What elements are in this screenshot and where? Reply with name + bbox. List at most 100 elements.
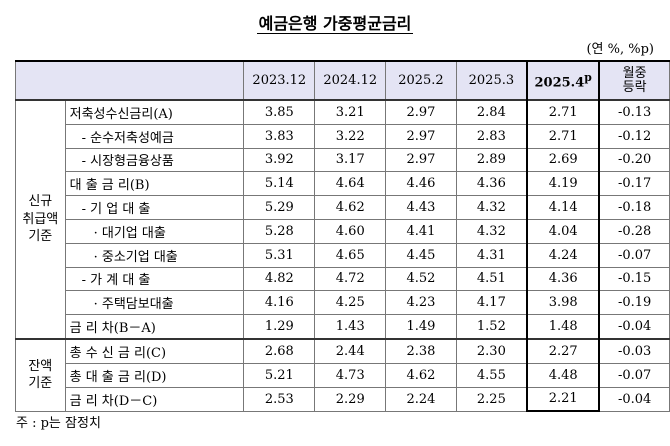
value-cell: 2.89	[455, 147, 528, 173]
change-header-line: 등락	[622, 79, 647, 95]
row-label: · 주택담보대출	[64, 290, 245, 316]
unit: (연 %, %p)	[586, 42, 654, 57]
value-cell: 4.73	[314, 362, 387, 388]
data-row: - 기 업 대 출 5.29 4.62 4.43 4.32 4.14 -0.18	[16, 195, 670, 220]
value-cell: 4.62	[314, 195, 387, 220]
row-label: 총 대 출 금 리(D)	[64, 362, 245, 388]
value-cell: 2.97	[385, 147, 457, 173]
data-row: 총 대 출 금 리(D) 5.21 4.73 4.62 4.55 4.48 -0.07	[16, 362, 670, 388]
value-cell: 2.38	[385, 337, 457, 364]
value-cell: 4.23	[385, 290, 457, 316]
value-cell: -0.15	[598, 266, 670, 292]
value-cell: 4.04	[526, 218, 601, 244]
title-box: 예금은행 가중평균금리	[0, 10, 670, 34]
column-header: 2025.2	[385, 60, 457, 101]
value-cell: -0.04	[598, 314, 670, 340]
column-header: 2023.12	[243, 60, 316, 101]
row-label: 금 리 차(D－C)	[64, 386, 245, 412]
value-cell: 5.31	[243, 242, 316, 268]
value-cell: 5.28	[243, 218, 316, 244]
row-label: 금 리 차(B－A)	[64, 314, 245, 340]
rate-table: 2023.12 2024.12 2025.2 2025.3 2025.4p 월중 등락 신규 취…	[14, 60, 670, 413]
value-cell: 1.29	[243, 314, 316, 340]
value-cell: 4.65	[314, 242, 387, 268]
data-row: 금 리 차(B－A) 1.29 1.43 1.49 1.52 1.48 -0.04	[16, 314, 670, 340]
group-label-line: 취급액	[22, 211, 59, 227]
value-cell: 2.24	[385, 386, 457, 412]
column-header: 2025.3	[455, 60, 528, 101]
value-cell: 2.71	[526, 123, 601, 149]
value-cell: 2.44	[314, 337, 387, 364]
value-cell: 4.41	[385, 218, 457, 244]
value-cell: 2.21	[526, 386, 601, 413]
row-label: - 기 업 대 출	[64, 195, 245, 220]
value-cell: 2.53	[243, 386, 316, 412]
column-header: 2024.12	[314, 60, 387, 101]
value-cell: 4.24	[526, 242, 601, 268]
value-cell: 4.43	[385, 195, 457, 220]
column-header-text: 2025.4	[534, 75, 585, 91]
value-cell: 4.25	[314, 290, 387, 316]
data-row: - 시장형금융상품 3.92 3.17 2.97 2.89 2.69 -0.20	[16, 147, 670, 173]
value-cell: -0.13	[598, 98, 670, 125]
value-cell: -0.19	[598, 290, 670, 316]
value-cell: -0.17	[598, 171, 670, 197]
data-row: - 순수저축성예금 3.83 3.22 2.97 2.83 2.71 -0.12	[16, 123, 670, 149]
value-cell: 2.97	[385, 98, 457, 125]
value-cell: 3.98	[526, 290, 601, 316]
value-cell: 3.83	[243, 123, 316, 149]
value-cell: 3.92	[243, 147, 316, 173]
row-label: · 대기업 대출	[64, 218, 245, 244]
data-row: 잔액 기준 총 수 신 금 리(C) 2.68 2.44 2.38 2.30 2.27 -0.0…	[15, 337, 670, 412]
value-cell: 4.55	[455, 362, 528, 388]
change-header: 월중 등락	[598, 60, 670, 101]
group-label-line: 신규	[28, 194, 53, 210]
value-cell: 2.83	[455, 123, 528, 149]
row-label: - 시장형금융상품	[64, 147, 245, 173]
value-cell: 4.82	[243, 266, 316, 292]
header-row: 2023.12 2024.12 2025.2 2025.3 2025.4p 월중 등락	[14, 60, 670, 101]
row-label: - 가 계 대 출	[64, 266, 245, 292]
value-cell: 4.14	[526, 195, 601, 220]
value-cell: 2.69	[526, 147, 601, 173]
value-cell: -0.07	[598, 242, 670, 268]
value-cell: 4.32	[455, 218, 528, 244]
value-cell: 2.25	[455, 386, 528, 412]
value-cell: 2.97	[385, 123, 457, 149]
value-cell: 4.72	[314, 266, 387, 292]
data-row: 금 리 차(D－C) 2.53 2.29 2.24 2.25 2.21 -0.04	[16, 386, 670, 413]
value-cell: 4.36	[455, 171, 528, 197]
row-label: 대 출 금 리(B)	[64, 171, 245, 197]
value-cell: 4.62	[385, 362, 457, 388]
group-label: 잔액 기준	[15, 337, 66, 412]
value-cell: -0.28	[598, 218, 670, 244]
value-cell: 4.17	[455, 290, 528, 316]
title: 예금은행 가중평균금리	[256, 14, 414, 34]
value-cell: 4.52	[385, 266, 457, 292]
value-cell: 4.64	[314, 171, 387, 197]
value-cell: 3.85	[243, 98, 316, 125]
value-cell: 4.51	[455, 266, 528, 292]
column-header: 2025.4p	[526, 60, 601, 101]
value-cell: 1.48	[526, 314, 601, 340]
group-label-line: 기준	[28, 229, 53, 245]
value-cell: 4.36	[526, 266, 601, 292]
value-cell: 2.68	[243, 337, 316, 364]
footnote: 주 : p는 잠정치	[16, 416, 101, 431]
value-cell: 1.49	[385, 314, 457, 340]
value-cell: 4.48	[526, 362, 601, 388]
value-cell: 5.29	[243, 195, 316, 220]
value-cell: 4.32	[455, 195, 528, 220]
value-cell: 5.21	[243, 362, 316, 388]
change-header-line: 월중	[622, 65, 647, 81]
column-header-sup: p	[584, 70, 592, 84]
value-cell: 3.22	[314, 123, 387, 149]
data-row: 대 출 금 리(B) 5.14 4.64 4.46 4.36 4.19 -0.17	[16, 171, 670, 197]
value-cell: 2.84	[455, 98, 528, 125]
value-cell: -0.18	[598, 195, 670, 220]
value-cell: 5.14	[243, 171, 316, 197]
value-cell: 2.29	[314, 386, 387, 412]
value-cell: 1.52	[455, 314, 528, 340]
value-cell: 2.30	[455, 337, 528, 364]
